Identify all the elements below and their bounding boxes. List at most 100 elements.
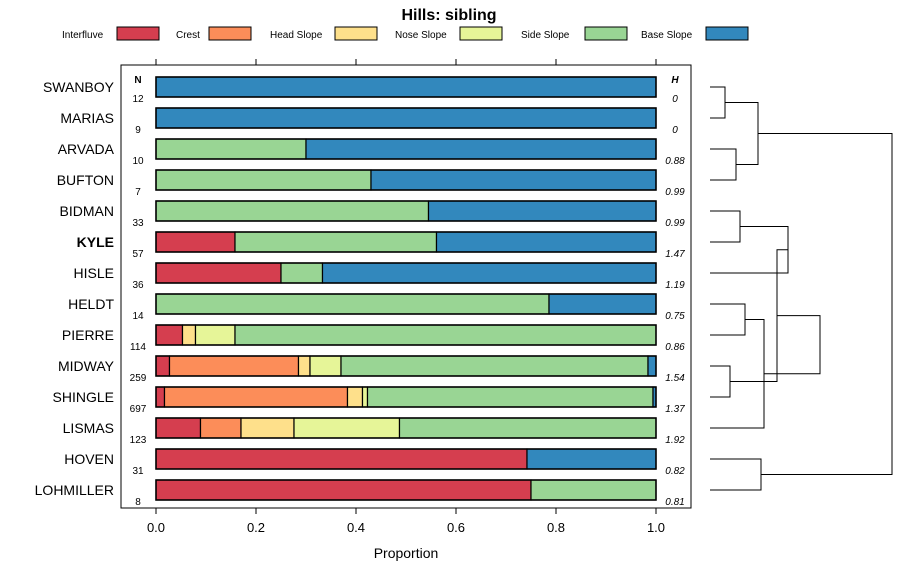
legend-label: Interfluve: [62, 30, 104, 41]
x-tick-label: 0.2: [247, 520, 265, 535]
h-value: 1.92: [665, 435, 685, 446]
legend-label: Base Slope: [641, 30, 693, 41]
x-tick-label: 0.8: [547, 520, 565, 535]
h-value: 1.54: [665, 373, 685, 384]
category-label: HOVEN: [64, 451, 114, 467]
bar-segment: [163, 386, 349, 408]
bar-segment: [155, 169, 372, 191]
h-value: 0.81: [665, 497, 684, 508]
bar-segment: [155, 324, 184, 346]
bar-outline: [155, 355, 657, 377]
bar-outline: [155, 107, 657, 129]
bar-segment: [526, 448, 657, 470]
h-value: 0.99: [665, 187, 685, 198]
category-label: KYLE: [77, 234, 114, 250]
legend-swatch: [705, 26, 749, 41]
legend-swatch: [116, 26, 160, 41]
legend-swatch: [459, 26, 503, 41]
n-value: 259: [130, 373, 147, 384]
bar-segment: [194, 324, 236, 346]
bar-segment: [370, 169, 657, 191]
bar-segment: [155, 386, 166, 408]
dendrogram-link: [725, 102, 759, 165]
dendrogram-link: [710, 319, 765, 429]
h-value: 0.82: [665, 466, 685, 477]
h-value: 0.88: [665, 156, 685, 167]
h-value: 0: [672, 125, 678, 136]
category-label: BIDMAN: [60, 203, 114, 219]
h-value: 0: [672, 94, 678, 105]
n-value: 7: [135, 187, 141, 198]
n-value: 123: [130, 435, 147, 446]
h-value: 1.37: [665, 404, 685, 415]
category-label: MIDWAY: [58, 358, 115, 374]
bar-segment: [155, 138, 307, 160]
n-value: 14: [132, 311, 144, 322]
bar-outline: [155, 386, 657, 408]
bar-outline: [155, 169, 657, 191]
category-label: LISMAS: [63, 420, 114, 436]
bar-outline: [155, 262, 657, 284]
bar-outline: [155, 231, 657, 253]
bar-segment: [240, 417, 295, 439]
n-value: 10: [132, 156, 144, 167]
bar-segment: [155, 355, 171, 377]
legend-label: Side Slope: [521, 30, 570, 41]
bar-segment: [155, 479, 532, 501]
bar-segment: [155, 262, 282, 284]
bar-outline: [155, 479, 657, 501]
category-label: PIERRE: [62, 327, 114, 343]
bar-segment: [155, 448, 528, 470]
plot-border: [120, 64, 692, 509]
plot-area: 0.0 0.2 0.4 0.6 0.8 1.0 N H SWANBOY 12 0 MARIAS 9 0 AR…: [35, 59, 692, 535]
n-value: 12: [132, 94, 144, 105]
bar-segment: [199, 417, 242, 439]
chart-title: Hills: sibling: [401, 7, 496, 24]
dendrogram: [710, 86, 893, 491]
category-label: BUFTON: [57, 172, 114, 188]
h-header: H: [671, 75, 679, 86]
bar-segment: [155, 293, 550, 315]
x-axis-label: Proportion: [374, 545, 439, 561]
h-value: 0.75: [665, 311, 685, 322]
bar-outline: [155, 138, 657, 160]
bar-segment: [155, 417, 202, 439]
x-tick-label: 0.0: [147, 520, 165, 535]
dendrogram-link: [764, 315, 821, 375]
n-value: 8: [135, 497, 141, 508]
dendrogram-link: [710, 148, 737, 181]
bar-outline: [155, 293, 657, 315]
category-label: LOHMILLER: [35, 482, 114, 498]
bar-segment: [398, 417, 657, 439]
n-header: N: [134, 75, 141, 86]
x-tick-label: 0.4: [347, 520, 365, 535]
bar-segment: [361, 386, 369, 408]
n-value: 9: [135, 125, 141, 136]
bar-segment: [305, 138, 657, 160]
bar-outline: [155, 76, 657, 98]
dendrogram-link: [710, 458, 762, 491]
category-label: SHINGLE: [53, 389, 114, 405]
category-label: MARIAS: [60, 110, 114, 126]
category-label: ARVADA: [58, 141, 115, 157]
bar-segment: [234, 324, 657, 346]
bar-segment: [155, 107, 657, 129]
legend: Interfluve Crest Head Slope Nose Slope Side …: [62, 26, 749, 41]
category-label: HISLE: [74, 265, 114, 281]
dendrogram-link: [710, 303, 746, 336]
bar-segment: [155, 200, 430, 222]
bar-segment: [340, 355, 649, 377]
bar-segment: [427, 200, 657, 222]
bar-segment: [234, 231, 438, 253]
bar-segment: [181, 324, 197, 346]
dendrogram-link: [710, 210, 741, 243]
bar-outline: [155, 324, 657, 346]
bar-segment: [366, 386, 654, 408]
bar-segment: [530, 479, 657, 501]
bar-segment: [321, 262, 657, 284]
legend-label: Crest: [176, 30, 200, 41]
legend-label: Nose Slope: [395, 30, 447, 41]
h-value: 1.47: [665, 249, 685, 260]
bar-outline: [155, 200, 657, 222]
